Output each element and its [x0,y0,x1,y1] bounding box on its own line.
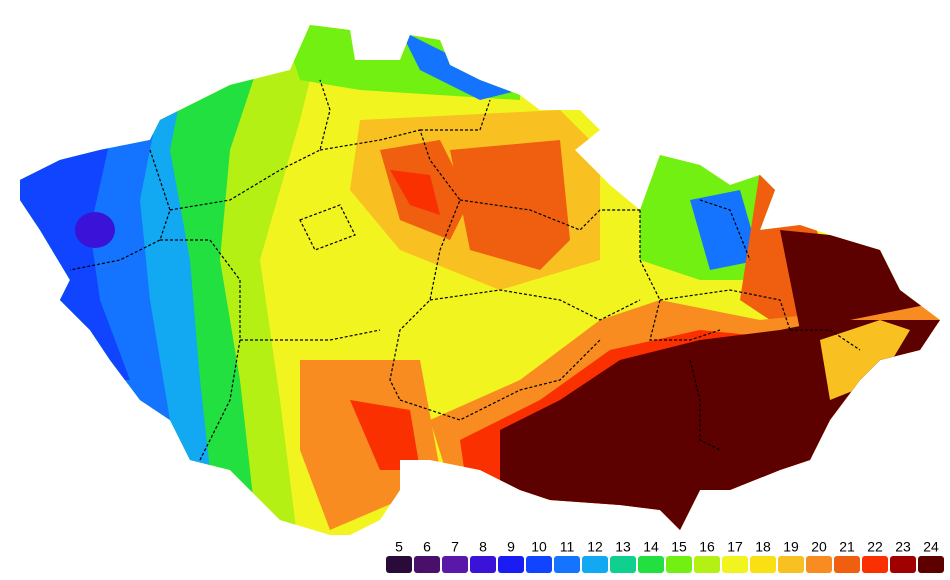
legend-swatch [554,556,580,573]
region-borders [69,79,861,461]
legend-label: 10 [531,539,547,555]
legend-swatch [498,556,524,573]
legend-swatch [582,556,608,573]
legend-label: 21 [839,539,855,555]
legend-swatch [442,556,468,573]
legend-label: 8 [479,539,487,555]
legend-swatch [386,556,412,573]
legend: 5 6 7 8 9 10 11 12 13 14 15 16 17 18 19 20 21 22 23 24 [386,539,944,573]
legend-swatch [750,556,776,573]
legend-label: 18 [755,539,771,555]
legend-label: 22 [867,539,883,555]
legend-swatch [526,556,552,573]
legend-swatch [806,556,832,573]
legend-swatch [778,556,804,573]
legend-swatch [694,556,720,573]
legend-swatch [666,556,692,573]
legend-label: 24 [923,539,939,555]
legend-label: 15 [671,539,687,555]
legend-swatch [918,556,944,573]
legend-swatch [862,556,888,573]
legend-label: 6 [423,539,431,555]
legend-label: 9 [507,539,515,555]
legend-label: 23 [895,539,911,555]
legend-swatch [610,556,636,573]
legend-swatch [722,556,748,573]
legend-label: 11 [560,539,575,555]
legend-label: 7 [451,539,459,555]
legend-swatch [470,556,496,573]
legend-swatch [890,556,916,573]
legend-label: 19 [783,539,799,555]
legend-label: 16 [699,539,715,555]
legend-swatch [638,556,664,573]
legend-swatch [834,556,860,573]
legend-label: 14 [643,539,659,555]
legend-label: 5 [395,539,403,555]
legend-label: 17 [727,539,743,555]
legend-swatch [414,556,440,573]
legend-label: 13 [615,539,631,555]
legend-label: 12 [587,539,603,555]
legend-label: 20 [811,539,827,555]
